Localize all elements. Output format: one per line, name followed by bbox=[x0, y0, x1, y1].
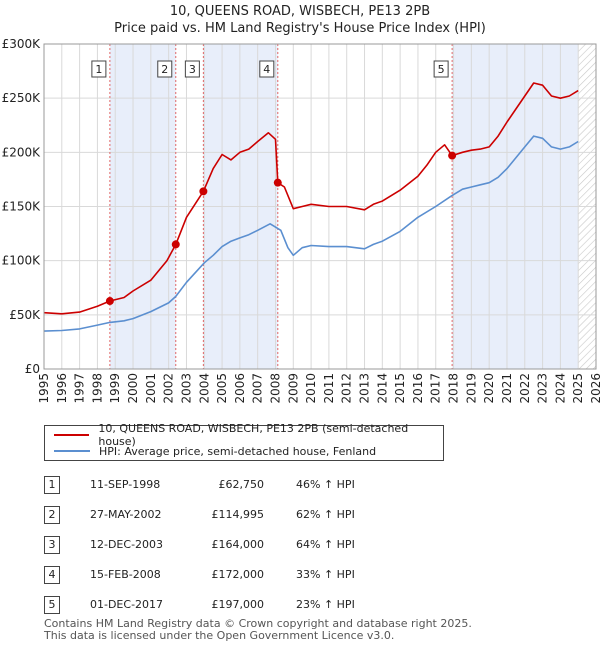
sale-number-box bbox=[157, 60, 173, 78]
sale-point bbox=[199, 187, 208, 196]
x-tick-label: 2025 bbox=[571, 373, 585, 404]
sale-number-box bbox=[259, 60, 275, 78]
transaction-hpi: 23% ↑ HPI bbox=[296, 598, 355, 611]
x-tick-label: 2006 bbox=[233, 373, 247, 404]
x-tick-label: 2009 bbox=[286, 373, 300, 404]
x-tick-label: 2007 bbox=[251, 373, 265, 404]
transaction-row: 2 27-MAY-2002 £114,995 62% ↑ HPI bbox=[44, 506, 444, 526]
sale-number-label: 1 bbox=[95, 63, 102, 76]
x-tick-label: 2000 bbox=[126, 373, 140, 404]
legend-swatch-hpi bbox=[54, 450, 90, 452]
sale-number-label: 2 bbox=[161, 63, 168, 76]
legend-item-hpi: HPI: Average price, semi-detached house,… bbox=[45, 443, 376, 459]
sale-number-box bbox=[184, 60, 200, 78]
y-tick-label: £250K bbox=[2, 91, 42, 105]
sale-point bbox=[448, 151, 457, 160]
x-tick-label: 2021 bbox=[500, 373, 514, 404]
sale-number-box bbox=[433, 60, 449, 78]
transaction-number: 5 bbox=[44, 596, 60, 614]
x-tick-label: 2024 bbox=[553, 373, 567, 404]
chart-subtitle: Price paid vs. HM Land Registry's House … bbox=[114, 21, 486, 36]
transaction-date: 11-SEP-1998 bbox=[90, 478, 161, 491]
transaction-price: £197,000 bbox=[211, 598, 265, 611]
x-tick-label: 2001 bbox=[144, 373, 158, 404]
transaction-price: £114,995 bbox=[211, 508, 265, 521]
transaction-hpi: 46% ↑ HPI bbox=[296, 478, 355, 491]
sale-number-box bbox=[91, 60, 107, 78]
x-tick-label: 1998 bbox=[90, 373, 104, 404]
footer-copyright: Contains HM Land Registry data © Crown c… bbox=[44, 617, 472, 630]
x-tick-label: 2004 bbox=[197, 373, 211, 404]
sale-number-label: 4 bbox=[263, 63, 270, 76]
transaction-price: £62,750 bbox=[218, 478, 265, 491]
plot-frame bbox=[43, 43, 597, 370]
transaction-hpi: 62% ↑ HPI bbox=[296, 508, 355, 521]
x-tick-label: 2011 bbox=[322, 373, 336, 404]
transaction-date: 01-DEC-2017 bbox=[90, 598, 164, 611]
legend-swatch-property bbox=[54, 434, 90, 436]
x-tick-label: 1995 bbox=[37, 373, 51, 404]
x-tick-label: 2003 bbox=[179, 373, 193, 404]
transaction-row: 3 12-DEC-2003 £164,000 64% ↑ HPI bbox=[44, 536, 444, 556]
x-tick-label: 2010 bbox=[304, 373, 318, 404]
transaction-price: £164,000 bbox=[211, 538, 265, 551]
property-price-line bbox=[43, 82, 579, 315]
transaction-hpi: 33% ↑ HPI bbox=[296, 568, 355, 581]
legend-item-property: 10, QUEENS ROAD, WISBECH, PE13 2PB (semi… bbox=[45, 422, 443, 448]
legend-label-hpi: HPI: Average price, semi-detached house,… bbox=[99, 444, 377, 458]
legend-label-property: 10, QUEENS ROAD, WISBECH, PE13 2PB (semi… bbox=[98, 422, 409, 448]
transaction-row: 4 15-FEB-2008 £172,000 33% ↑ HPI bbox=[44, 566, 444, 586]
x-tick-label: 1996 bbox=[55, 373, 69, 404]
y-tick-label: £200K bbox=[2, 145, 42, 159]
sale-point bbox=[273, 178, 282, 187]
sale-point bbox=[105, 297, 114, 306]
x-tick-label: 2013 bbox=[358, 373, 372, 404]
sale-point bbox=[171, 240, 180, 249]
footer: Contains HM Land Registry data © Crown c… bbox=[44, 618, 472, 642]
x-tick-label: 2016 bbox=[411, 373, 425, 404]
transaction-hpi: 64% ↑ HPI bbox=[296, 538, 355, 551]
x-tick-label: 1999 bbox=[108, 373, 122, 404]
price-chart: 1 2 3 4 5 £0 £50K £100K £150K £200K £250K £300K 199… bbox=[2, 37, 600, 404]
x-tick-label: 2012 bbox=[340, 373, 354, 404]
x-tick-label: 2018 bbox=[447, 373, 461, 404]
chart-title: 10, QUEENS ROAD, WISBECH, PE13 2PB bbox=[169, 4, 431, 19]
x-tick-label: 1997 bbox=[73, 373, 87, 404]
x-tick-label: 2026 bbox=[589, 373, 600, 404]
x-tick-label: 2002 bbox=[162, 373, 176, 404]
transaction-price: £172,000 bbox=[211, 568, 265, 581]
transaction-date: 15-FEB-2008 bbox=[90, 568, 161, 581]
x-tick-label: 2005 bbox=[215, 373, 229, 404]
chart-legend: 10, QUEENS ROAD, WISBECH, PE13 2PB (semi… bbox=[44, 422, 444, 461]
transaction-number: 2 bbox=[44, 506, 60, 524]
transaction-row: 1 11-SEP-1998 £62,750 46% ↑ HPI bbox=[44, 476, 444, 496]
transaction-number: 3 bbox=[44, 536, 60, 554]
transaction-date: 12-DEC-2003 bbox=[90, 538, 164, 551]
sale-number-label: 5 bbox=[438, 63, 445, 76]
x-tick-label: 2008 bbox=[268, 373, 282, 404]
transaction-date: 27-MAY-2002 bbox=[90, 508, 162, 521]
x-tick-label: 2014 bbox=[375, 373, 389, 404]
footer-licence: This data is licensed under the Open Gov… bbox=[44, 629, 395, 642]
x-tick-label: 2023 bbox=[536, 373, 550, 404]
x-tick-label: 2015 bbox=[393, 373, 407, 404]
y-tick-label: £50K bbox=[9, 308, 41, 322]
hpi-line bbox=[43, 135, 579, 332]
transaction-number: 4 bbox=[44, 566, 60, 584]
x-tick-label: 2020 bbox=[482, 373, 496, 404]
sale-number-label: 3 bbox=[189, 63, 196, 76]
y-tick-label: £150K bbox=[2, 200, 42, 214]
x-tick-label: 2017 bbox=[429, 373, 443, 404]
transaction-row: 5 01-DEC-2017 £197,000 23% ↑ HPI bbox=[44, 596, 444, 616]
y-tick-label: £100K bbox=[2, 254, 42, 268]
y-tick-label: £0 bbox=[25, 362, 40, 376]
y-tick-label: £300K bbox=[2, 37, 42, 51]
transaction-number: 1 bbox=[44, 476, 60, 494]
x-tick-label: 2019 bbox=[464, 373, 478, 404]
x-tick-label: 2022 bbox=[518, 373, 532, 404]
